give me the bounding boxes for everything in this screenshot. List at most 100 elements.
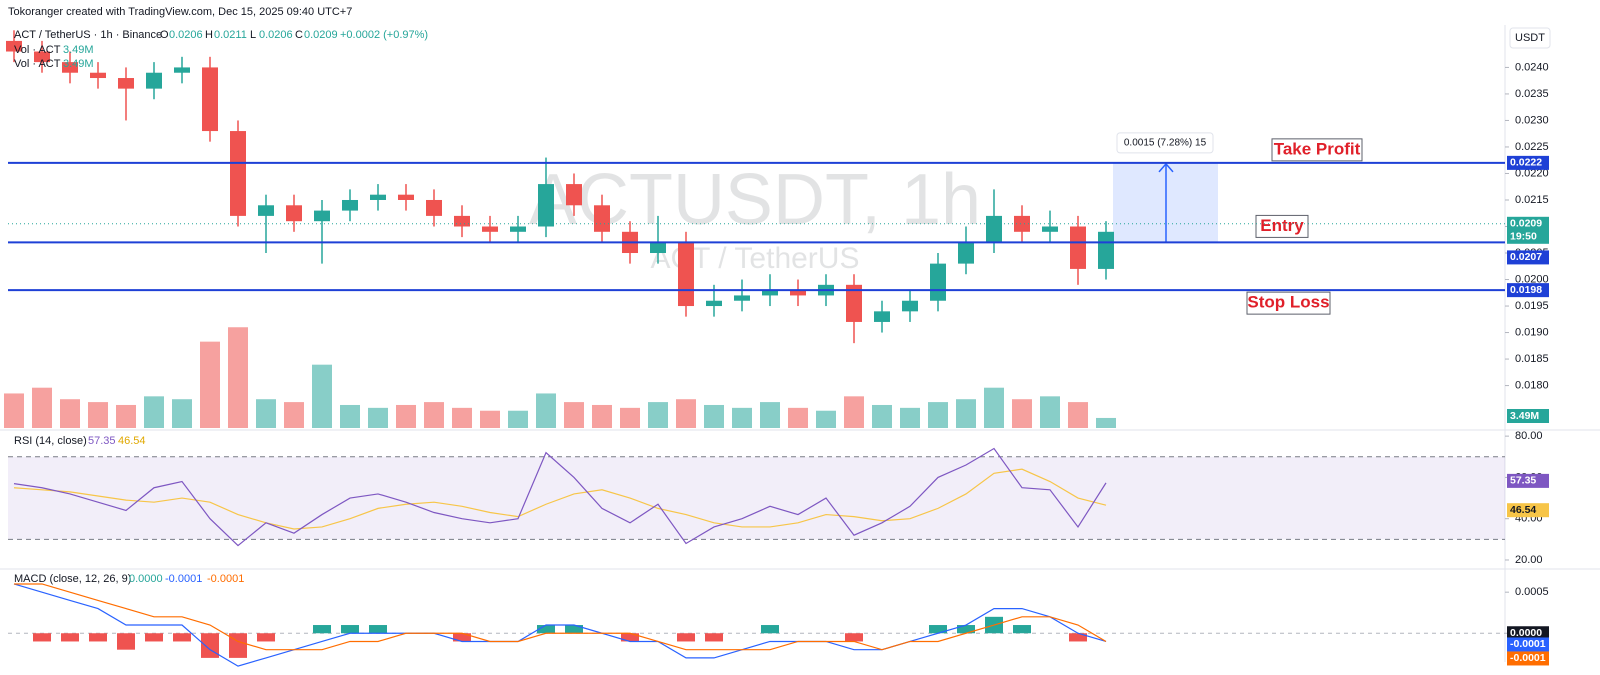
volume-bar [844, 396, 864, 428]
currency-label: USDT [1515, 32, 1545, 44]
macd-title: MACD (close, 12, 26, 9) [14, 573, 131, 585]
macd-histogram-bar [117, 633, 135, 650]
volume-bar [228, 327, 248, 428]
volume-bar [480, 410, 500, 428]
candle-body [902, 300, 918, 312]
level-badge: 0.0222 [1510, 157, 1542, 169]
candle-body [594, 205, 610, 232]
macd-histogram-bar [565, 625, 583, 634]
last-price-badge: 0.0209 [1510, 218, 1542, 230]
chart-title: Tokoranger created with TradingView.com,… [8, 6, 352, 18]
last-price-badge-bg [1507, 216, 1549, 231]
volume-bar [816, 410, 836, 428]
volume-bar [956, 399, 976, 428]
volume-bar [172, 399, 192, 428]
candle-body [90, 72, 106, 79]
volume-bar [620, 407, 640, 428]
candle-body [958, 242, 974, 264]
macd-hist-badge-bg [1507, 626, 1549, 641]
rsi-legend-value: 46.54 [118, 435, 146, 447]
volume-bar [928, 402, 948, 428]
macd-histogram-bar [1013, 625, 1031, 634]
volume-bar [648, 402, 668, 428]
volume-bar [760, 402, 780, 428]
volume-bar [872, 404, 892, 428]
volume-bar [536, 393, 556, 428]
macd-histogram-bar [677, 633, 695, 642]
volume-bar [676, 399, 696, 428]
candle-body [146, 72, 162, 89]
candle-body [454, 215, 470, 227]
volume-bar [396, 404, 416, 428]
macd-histogram-bar [621, 633, 639, 642]
volume-bar [368, 407, 388, 428]
y-tick-label: 0.0185 [1515, 353, 1549, 365]
macd-signal-badge-bg [1507, 651, 1549, 666]
macd-line [13, 583, 1107, 667]
macd-histogram-bar [257, 633, 275, 642]
volume-legend-value: 3.49M [63, 58, 94, 70]
rsi-ma-badge-bg [1507, 503, 1549, 518]
countdown-badge-bg [1507, 229, 1549, 244]
y-tick-label: 80.00 [1515, 430, 1543, 442]
macd-histogram-bar [957, 625, 975, 634]
volume-bar [144, 396, 164, 428]
volume-bar [284, 402, 304, 428]
level-label: Stop Loss [1247, 293, 1329, 312]
macd-histogram-bar [705, 633, 723, 642]
ohlc-key: H [205, 29, 213, 41]
candle-body [706, 300, 722, 307]
candle-body [734, 295, 750, 301]
volume-bar [32, 387, 52, 428]
level-badge-bg [1507, 250, 1549, 265]
volume-bar [256, 399, 276, 428]
candle-body [510, 226, 526, 232]
macd-histogram-bar [453, 633, 471, 642]
rsi-ma-badge: 46.54 [1510, 504, 1536, 516]
volume-bar [704, 404, 724, 428]
candle-body [874, 311, 890, 322]
ohlc-value: 0.0209 [304, 29, 338, 41]
macd-legend-value: 0.0000 [129, 573, 163, 585]
macd-histogram-bar [89, 633, 107, 642]
rsi-band [8, 456, 1505, 540]
y-tick-label: 20.00 [1515, 554, 1543, 566]
macd-histogram-bar [61, 633, 79, 642]
candle-body [118, 78, 134, 89]
candle-body [258, 205, 274, 216]
volume-legend: Vol · ACT [14, 58, 61, 70]
macd-histogram-bar [229, 633, 247, 658]
candle-body [202, 67, 218, 132]
macd-histogram-bar [33, 633, 51, 642]
macd-hist-badge: 0.0000 [1510, 627, 1542, 639]
candle-body [230, 131, 246, 216]
y-tick-label: 0.0200 [1515, 273, 1549, 285]
change-legend: +0.0002 (+0.97%) [340, 29, 428, 41]
candle-body [538, 184, 554, 227]
volume-bar [984, 387, 1004, 428]
macd-legend-value: -0.0001 [207, 573, 244, 585]
ohlc-value: 0.0206 [169, 29, 203, 41]
level-badge-bg [1507, 283, 1549, 298]
candle-body [650, 242, 666, 254]
volume-bar [4, 393, 24, 428]
countdown-badge: 19:50 [1510, 231, 1537, 243]
candle-body [370, 194, 386, 200]
candle-body [1070, 226, 1086, 269]
candle-body [846, 284, 862, 322]
candle-body [790, 290, 806, 296]
y-tick-label: 0.0225 [1515, 141, 1549, 153]
measure-label-box [1116, 132, 1214, 154]
candle-body [930, 263, 946, 301]
volume-legend: Vol · ACT [14, 44, 61, 56]
volume-bar [508, 410, 528, 428]
candle-body [314, 210, 330, 222]
candle-body [1098, 231, 1114, 269]
y-tick-label: 0.0005 [1515, 586, 1549, 598]
candle-body [1014, 215, 1030, 232]
rsi-legend-value: 57.35 [88, 435, 116, 447]
candle-body [174, 67, 190, 73]
candle-body [986, 215, 1002, 243]
y-tick-label: 0.0235 [1515, 88, 1549, 100]
volume-bar [312, 364, 332, 428]
